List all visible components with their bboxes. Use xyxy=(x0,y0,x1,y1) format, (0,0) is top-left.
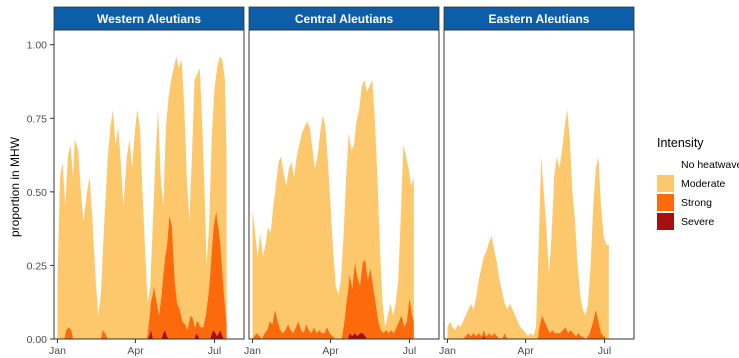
x-tick-label: Apr xyxy=(517,345,534,357)
y-tick-label: 0.50 xyxy=(27,187,48,199)
x-tick-label: Jan xyxy=(49,345,66,357)
x-tick-label: Apr xyxy=(322,345,339,357)
facet-title: Central Aleutians xyxy=(295,12,394,26)
facet-panel: Western Aleutians Jan Apr Jul xyxy=(49,6,245,357)
x-tick-label: Jan xyxy=(244,345,261,357)
legend: Intensity No heatwave Moderate Strong Severe xyxy=(657,136,739,230)
panel-border xyxy=(443,29,635,340)
strong-area xyxy=(57,210,227,339)
legend-label: Moderate xyxy=(681,178,726,190)
legend-swatch xyxy=(657,156,674,173)
y-axis-title: proportion in MHW xyxy=(8,136,22,237)
x-tick-label: Jul xyxy=(598,345,611,357)
panel-border xyxy=(248,29,440,340)
x-tick-label: Jul xyxy=(208,345,221,357)
strong-area xyxy=(447,309,609,339)
legend-title: Intensity xyxy=(657,136,704,150)
y-tick-label: 1.00 xyxy=(27,40,48,52)
facet-panel: Eastern Aleutians Jan Apr Jul xyxy=(439,6,635,357)
legend-swatch xyxy=(657,213,674,230)
legend-swatch xyxy=(657,175,674,192)
x-tick-label: Jan xyxy=(439,345,456,357)
panel-border xyxy=(53,29,245,340)
legend-swatch xyxy=(657,194,674,211)
moderate-area xyxy=(57,56,227,340)
x-tick-label: Jul xyxy=(403,345,416,357)
y-tick-label: 0.25 xyxy=(27,260,48,272)
y-tick-label: 0.75 xyxy=(27,113,48,125)
legend-label: Severe xyxy=(681,216,714,228)
y-tick-label: 0.00 xyxy=(27,334,48,346)
facet-title: Eastern Aleutians xyxy=(489,12,590,26)
legend-label: Strong xyxy=(681,197,712,209)
facet-panel: Central Aleutians Jan Apr Jul xyxy=(244,6,440,357)
x-tick-label: Apr xyxy=(127,345,144,357)
legend-label: No heatwave xyxy=(681,159,739,171)
moderate-area xyxy=(447,109,609,340)
moderate-area xyxy=(252,80,414,339)
strong-area xyxy=(252,259,414,339)
y-axis: 0.00 0.25 0.50 0.75 1.00 xyxy=(27,40,54,346)
facet-title: Western Aleutians xyxy=(97,12,201,26)
